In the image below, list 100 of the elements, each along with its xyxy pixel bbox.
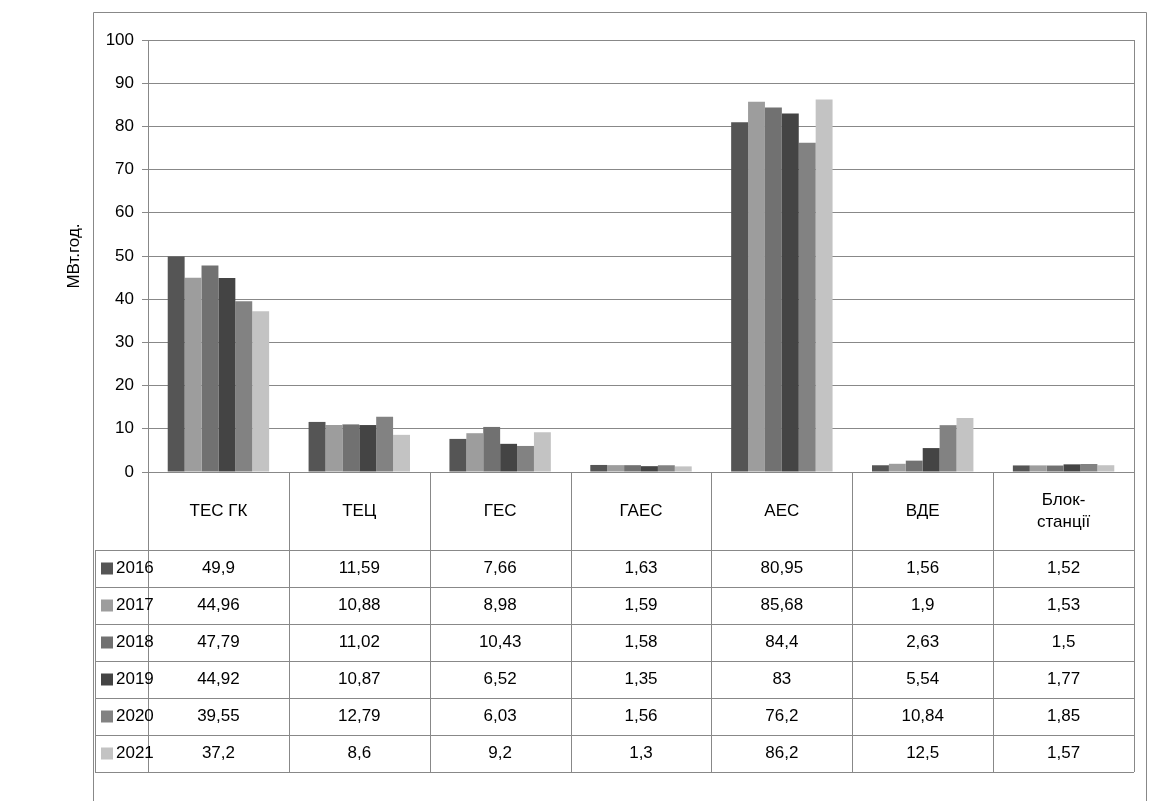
bar — [748, 101, 765, 472]
y-tick-label: 30 — [115, 332, 134, 352]
bar — [325, 425, 343, 472]
data-label: 1,57 — [1047, 743, 1081, 763]
y-axis-title: МВт.год. — [63, 223, 83, 289]
data-label: 86,2 — [765, 743, 799, 763]
bar — [781, 113, 799, 472]
data-label: 1,56 — [624, 706, 658, 726]
data-label: 39,55 — [197, 706, 240, 726]
bar — [607, 465, 625, 472]
data-label: 8,6 — [347, 743, 372, 763]
y-tick-label: 80 — [115, 116, 134, 136]
bar — [764, 107, 782, 472]
bar — [674, 466, 692, 472]
bar — [798, 142, 816, 472]
bar — [1029, 465, 1047, 472]
y-tick-label: 20 — [115, 375, 134, 395]
bar — [815, 99, 833, 472]
data-label: 8,98 — [483, 595, 517, 615]
data-label: 1,5 — [1051, 632, 1076, 652]
x-tick-label: АЕС — [764, 500, 800, 520]
bar — [657, 465, 675, 472]
data-label: 1,3 — [629, 743, 653, 763]
y-tick-label: 0 — [124, 461, 134, 481]
legend-label: 2016 — [116, 558, 154, 578]
data-label: 1,35 — [624, 669, 658, 689]
data-label: 12,79 — [338, 706, 381, 726]
bar — [905, 460, 923, 472]
bar — [359, 425, 377, 472]
data-label: 1,59 — [624, 595, 658, 615]
y-tick-label: 40 — [115, 288, 134, 308]
bar — [167, 256, 185, 472]
legend-label: 2019 — [116, 669, 154, 689]
x-tick-label: ГЕС — [483, 500, 517, 520]
y-tick-label: 90 — [115, 72, 134, 92]
bar — [449, 438, 467, 472]
data-label: 10,84 — [901, 706, 944, 726]
data-label: 1,63 — [624, 558, 658, 578]
data-label: 47,79 — [197, 632, 240, 652]
data-label: 37,2 — [201, 743, 235, 763]
bar — [342, 424, 360, 472]
y-tick-label: 100 — [105, 29, 134, 49]
bar — [590, 464, 608, 472]
bar — [1063, 464, 1081, 472]
data-label: 9,2 — [488, 743, 512, 763]
bar — [1097, 465, 1115, 472]
bar — [1046, 465, 1064, 472]
bar — [252, 311, 270, 472]
x-tick-label: ГАЕС — [619, 500, 663, 520]
data-label: 49,9 — [201, 558, 235, 578]
bar — [624, 465, 641, 472]
data-label: 7,66 — [483, 558, 517, 578]
bar — [731, 122, 749, 472]
y-tick-label: 50 — [115, 245, 134, 265]
data-label: 11,02 — [338, 632, 380, 652]
legend-label: 2020 — [116, 706, 154, 726]
legend-label: 2018 — [116, 632, 154, 652]
x-tick-label: ТЕЦ — [342, 500, 377, 520]
bar — [483, 426, 501, 472]
data-label: 10,87 — [338, 669, 381, 689]
data-label: 44,96 — [197, 595, 240, 615]
bar — [1080, 464, 1098, 472]
bar — [201, 265, 219, 472]
bar — [218, 277, 236, 472]
data-label: 5,54 — [906, 669, 940, 689]
data-label: 11,59 — [338, 558, 380, 578]
bar — [500, 443, 518, 472]
bar — [922, 448, 940, 472]
data-label: 1,52 — [1047, 558, 1081, 578]
legend-label: 2017 — [116, 595, 154, 615]
bar — [1012, 465, 1030, 472]
data-label: 1,85 — [1047, 706, 1081, 726]
x-tick-label: Блок-станції — [1036, 489, 1091, 531]
bar — [888, 463, 906, 472]
data-label: 1,9 — [910, 595, 935, 615]
bar — [517, 445, 534, 472]
data-label: 76,2 — [765, 706, 799, 726]
data-label: 1,77 — [1047, 669, 1081, 689]
data-label: 85,68 — [760, 595, 804, 615]
y-tick-label: 60 — [115, 202, 134, 222]
bar — [308, 421, 326, 472]
data-label: 2,63 — [906, 632, 940, 652]
data-label: 10,88 — [338, 595, 381, 615]
data-label: 6,03 — [483, 706, 517, 726]
data-label: 44,92 — [197, 669, 240, 689]
data-label: 12,5 — [906, 743, 940, 763]
bar — [184, 277, 202, 472]
y-tick-label: 70 — [115, 159, 134, 179]
data-label: 6,52 — [483, 669, 517, 689]
legend-label: 2021 — [116, 743, 154, 763]
bar — [466, 433, 484, 472]
data-label: 83 — [772, 669, 792, 689]
data-label: 10,43 — [478, 632, 522, 652]
y-tick-label: 10 — [115, 418, 134, 438]
data-label: 1,58 — [624, 632, 658, 652]
bar — [393, 434, 410, 472]
x-tick-label: ВДЕ — [905, 500, 940, 520]
bar — [641, 466, 658, 472]
bar — [872, 465, 889, 472]
bar — [956, 418, 974, 472]
